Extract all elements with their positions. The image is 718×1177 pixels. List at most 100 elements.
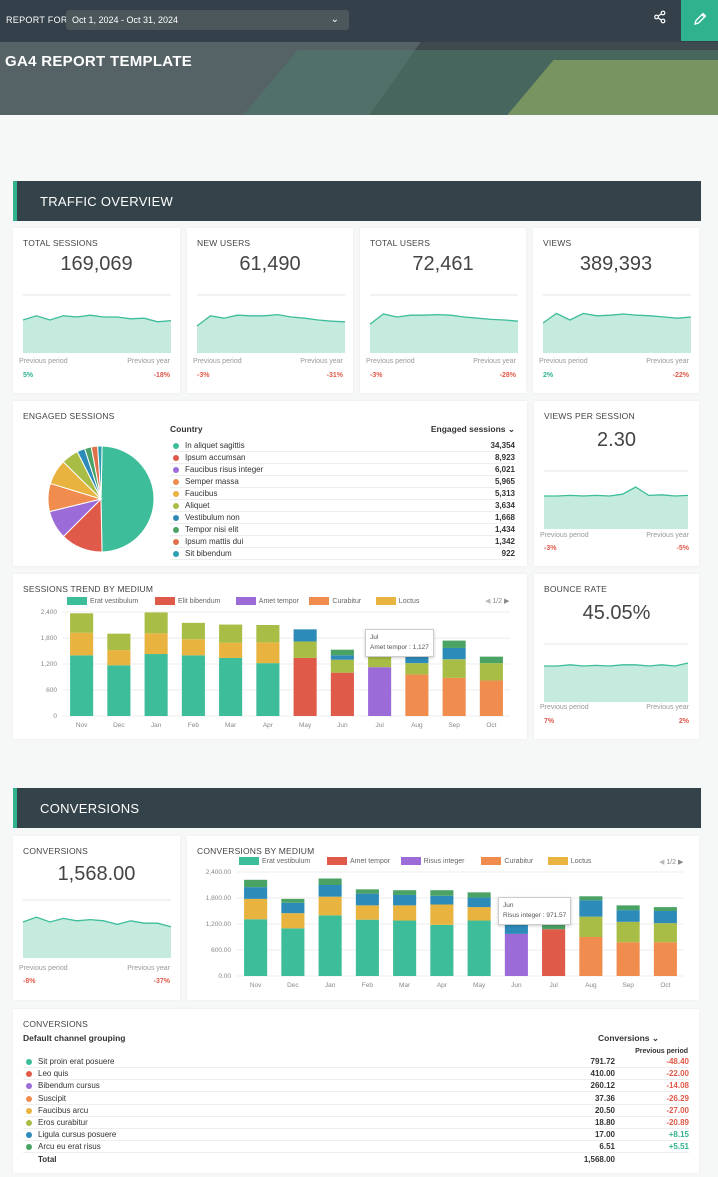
bar-segment[interactable]	[181, 639, 205, 656]
bar-segment[interactable]	[244, 887, 268, 899]
bar-segment[interactable]	[219, 642, 243, 658]
bar-segment[interactable]	[479, 656, 503, 664]
bar-segment[interactable]	[616, 921, 640, 943]
bar-segment[interactable]	[442, 677, 466, 716]
bar-segment[interactable]	[430, 890, 454, 896]
bar-segment[interactable]	[144, 654, 168, 716]
bar-segment[interactable]	[355, 905, 379, 920]
bar-segment[interactable]	[181, 622, 205, 640]
bar-segment[interactable]	[318, 885, 342, 897]
bar-segment[interactable]	[355, 919, 379, 976]
bar-segment[interactable]	[355, 893, 379, 906]
previous-page-icon[interactable]: ◀	[485, 598, 491, 605]
legend-item[interactable]: Curabitur	[481, 857, 533, 865]
bar-segment[interactable]	[442, 647, 466, 660]
bar-segment[interactable]	[616, 942, 640, 976]
bar-segment[interactable]	[579, 896, 603, 901]
bar-segment[interactable]	[393, 920, 417, 976]
bar-segment[interactable]	[405, 653, 429, 664]
bar-segment[interactable]	[256, 642, 280, 664]
bar-segment[interactable]	[293, 629, 317, 642]
bar-segment[interactable]	[393, 894, 417, 906]
bar-segment[interactable]	[405, 674, 429, 716]
bar-segment[interactable]	[653, 907, 677, 911]
bar-segment[interactable]	[405, 663, 429, 675]
legend-item[interactable]: Amet tempor	[327, 857, 390, 865]
bar-segment[interactable]	[107, 650, 131, 666]
bar-segment[interactable]	[355, 889, 379, 894]
bar-segment[interactable]	[293, 641, 317, 658]
bar-segment[interactable]	[281, 902, 305, 914]
bar-segment[interactable]	[318, 915, 342, 976]
bar-segment[interactable]	[318, 878, 342, 886]
bar-segment[interactable]	[393, 905, 417, 921]
bar-segment[interactable]	[542, 929, 566, 976]
bar-segment[interactable]	[393, 890, 417, 895]
share-icon[interactable]	[650, 10, 670, 30]
bar-segment[interactable]	[579, 937, 603, 976]
bar-segment[interactable]	[368, 667, 392, 716]
bar-segment[interactable]	[442, 659, 466, 678]
legend-item[interactable]: Risus integer	[400, 857, 464, 865]
bar-segment[interactable]	[542, 923, 566, 930]
edit-button[interactable]	[681, 0, 718, 41]
bar-segment[interactable]	[181, 655, 205, 716]
bar-segment[interactable]	[430, 904, 454, 925]
legend-pager[interactable]: ◀ 1/2 ▶	[659, 858, 683, 866]
conversions-sort[interactable]: Conversions ⌄	[598, 1033, 659, 1044]
pie-slice[interactable]	[100, 445, 155, 553]
next-page-icon[interactable]: ▶	[504, 598, 510, 605]
bar-segment[interactable]	[281, 898, 305, 903]
bar-segment[interactable]	[430, 924, 454, 976]
legend-pager[interactable]: ◀ 1/2 ▶	[485, 597, 509, 605]
bar-segment[interactable]	[653, 942, 677, 976]
bar-segment[interactable]	[616, 910, 640, 922]
bar-segment[interactable]	[467, 897, 491, 908]
bar-segment[interactable]	[70, 655, 94, 716]
bar-segment[interactable]	[579, 916, 603, 937]
bar-segment[interactable]	[70, 632, 94, 656]
bar-segment[interactable]	[653, 911, 677, 924]
bar-segment[interactable]	[330, 659, 354, 673]
bar-segment[interactable]	[293, 657, 317, 716]
bar-segment[interactable]	[504, 933, 528, 976]
legend-item[interactable]: Amet tempor	[235, 597, 299, 605]
bar-segment[interactable]	[244, 879, 268, 888]
bar-segment[interactable]	[144, 612, 168, 634]
bar-segment[interactable]	[467, 920, 491, 976]
bar-segment[interactable]	[219, 657, 243, 716]
bar-segment[interactable]	[318, 896, 342, 916]
bar-segment[interactable]	[281, 928, 305, 976]
pie-slice[interactable]	[97, 445, 103, 500]
bar-segment[interactable]	[616, 905, 640, 911]
bar-segment[interactable]	[219, 624, 243, 643]
date-range-select[interactable]: Oct 1, 2024 - Oct 31, 2024 ⌄	[66, 10, 349, 30]
legend-item[interactable]: Erat vestibulum	[67, 597, 138, 605]
bar-segment[interactable]	[244, 919, 268, 976]
next-page-icon[interactable]: ▶	[678, 859, 684, 866]
bar-segment[interactable]	[504, 923, 528, 934]
bar-segment[interactable]	[256, 663, 280, 716]
bar-segment[interactable]	[330, 649, 354, 656]
bar-segment[interactable]	[244, 898, 268, 920]
legend-item[interactable]: Erat vestibulum	[239, 857, 310, 865]
bar-segment[interactable]	[653, 923, 677, 943]
bar-segment[interactable]	[467, 907, 491, 921]
bar-segment[interactable]	[442, 640, 466, 648]
legend-item[interactable]: Loctus	[375, 597, 419, 605]
bar-segment[interactable]	[107, 633, 131, 651]
bar-segment[interactable]	[579, 900, 603, 917]
bar-segment[interactable]	[467, 892, 491, 898]
bar-segment[interactable]	[144, 633, 168, 655]
bar-segment[interactable]	[430, 895, 454, 905]
bar-segment[interactable]	[107, 665, 131, 716]
bar-segment[interactable]	[281, 913, 305, 929]
legend-item[interactable]: Elit bibendum	[155, 597, 220, 605]
engaged-sessions-sort[interactable]: Engaged sessions ⌄	[431, 424, 515, 435]
bar-segment[interactable]	[256, 625, 280, 643]
legend-item[interactable]: Loctus	[547, 857, 591, 865]
previous-page-icon[interactable]: ◀	[659, 859, 665, 866]
bar-segment[interactable]	[70, 613, 94, 633]
bar-segment[interactable]	[330, 655, 354, 660]
bar-segment[interactable]	[479, 663, 503, 681]
